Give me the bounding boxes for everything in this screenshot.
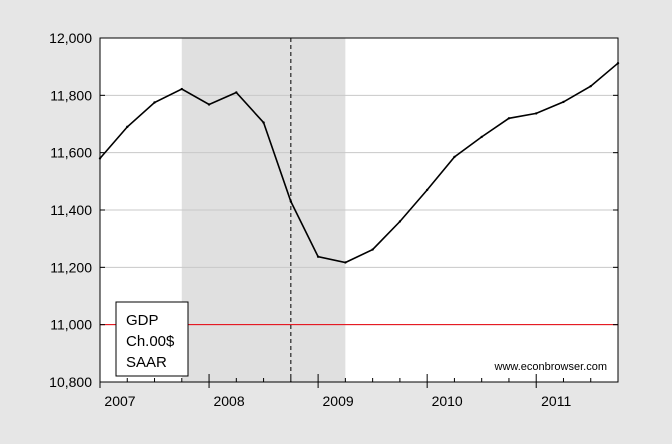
y-tick-label-11200: 11,200 xyxy=(50,259,92,275)
gdp-point xyxy=(289,200,293,203)
x-axis-ticks: 2007 2008 2009 2010 2011 xyxy=(99,374,619,409)
gdp-point xyxy=(207,103,211,106)
legend-line-3: SAAR xyxy=(126,354,167,371)
gdp-point xyxy=(344,261,347,264)
y-tick-label-11600: 11,600 xyxy=(50,145,92,161)
gdp-point xyxy=(235,91,238,94)
gdp-point xyxy=(562,100,565,104)
y-tick-label-11400: 11,400 xyxy=(50,202,92,218)
y-tick-label-11000: 11,000 xyxy=(50,317,92,333)
gdp-point xyxy=(126,125,129,129)
gdp-point xyxy=(316,255,320,258)
x-tick-label-2008: 2008 xyxy=(213,393,244,409)
gdp-point xyxy=(535,112,538,115)
legend-line-2: Ch.00$ xyxy=(126,333,175,350)
gdp-point xyxy=(507,117,511,120)
gdp-point xyxy=(453,155,456,159)
gdp-point xyxy=(589,84,592,88)
x-tick-label-2007: 2007 xyxy=(104,393,135,409)
gdp-series-line xyxy=(99,62,619,264)
y-tick-label-12000: 12,000 xyxy=(49,30,92,46)
y-tick-label-10800: 10,800 xyxy=(49,374,92,390)
legend-box: GDP Ch.00$ SAAR xyxy=(115,301,189,377)
x-tick-label-2009: 2009 xyxy=(323,393,354,409)
x-tick-label-2010: 2010 xyxy=(432,393,463,409)
gdp-point xyxy=(398,220,402,223)
gdp-point xyxy=(480,135,483,139)
gdp-point xyxy=(371,248,374,251)
y-axis-ticks: 10,800 11,000 11,200 11,400 11,600 11,800 12,0… xyxy=(49,30,618,390)
x-tick-label-2011: 2011 xyxy=(541,393,571,409)
gdp-point xyxy=(153,101,156,104)
y-tick-label-11800: 11,800 xyxy=(50,87,92,103)
gdp-point xyxy=(180,87,183,91)
gdp-point xyxy=(425,188,429,192)
legend-line-1: GDP xyxy=(126,312,159,329)
gdp-point xyxy=(262,121,265,124)
watermark-annotation: www.econbrowser.com xyxy=(494,361,608,373)
